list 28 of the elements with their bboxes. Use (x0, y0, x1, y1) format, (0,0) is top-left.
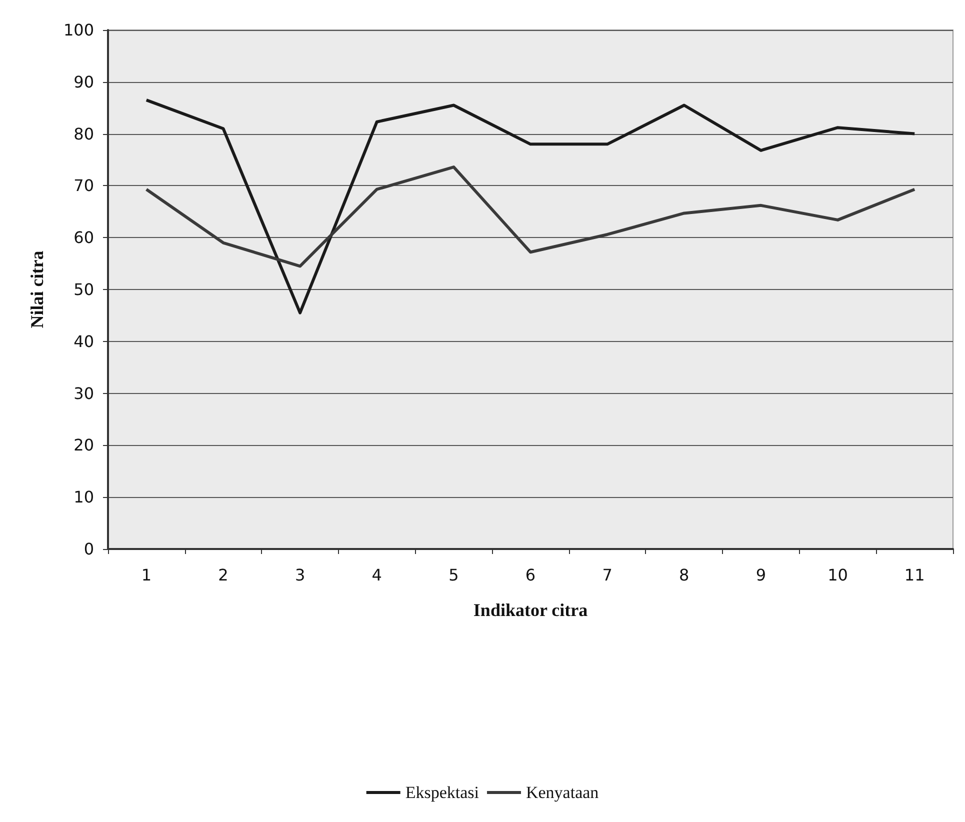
y-tick-label: 60 (74, 228, 94, 248)
y-tick-label: 30 (74, 384, 94, 403)
line-series (144, 98, 916, 314)
x-tick-label: 2 (218, 566, 228, 584)
y-tick-label: 70 (74, 176, 94, 196)
x-tick-label: 8 (679, 566, 690, 584)
y-tick-label: 100 (63, 20, 94, 40)
y-tick-label: 0 (84, 540, 94, 558)
x-tick-label: 9 (756, 566, 766, 584)
legend-label: Kenyataan (526, 783, 600, 802)
y-tick-label: 50 (74, 280, 94, 299)
y-tick-label: 20 (74, 436, 94, 455)
x-tick-label: 6 (525, 566, 536, 584)
x-tick-label: 1 (141, 566, 152, 584)
x-tick-label: 11 (904, 566, 925, 584)
line-series (144, 166, 916, 268)
y-tick-label: 10 (74, 488, 94, 507)
x-tick-label: 4 (372, 566, 382, 584)
legend-label: Ekspektasi (405, 783, 480, 802)
x-tick-label: 3 (294, 566, 306, 584)
y-tick-label: 90 (74, 72, 94, 92)
y-tick-label: 80 (74, 124, 94, 144)
x-tick-label: 5 (448, 566, 459, 584)
x-tick-label: 10 (828, 566, 848, 584)
y-tick-label: 40 (74, 332, 94, 351)
y-axis-title: Nilai citra (27, 250, 47, 328)
x-tick-label: 7 (602, 566, 612, 584)
x-axis-title: Indikator citra (473, 600, 588, 620)
